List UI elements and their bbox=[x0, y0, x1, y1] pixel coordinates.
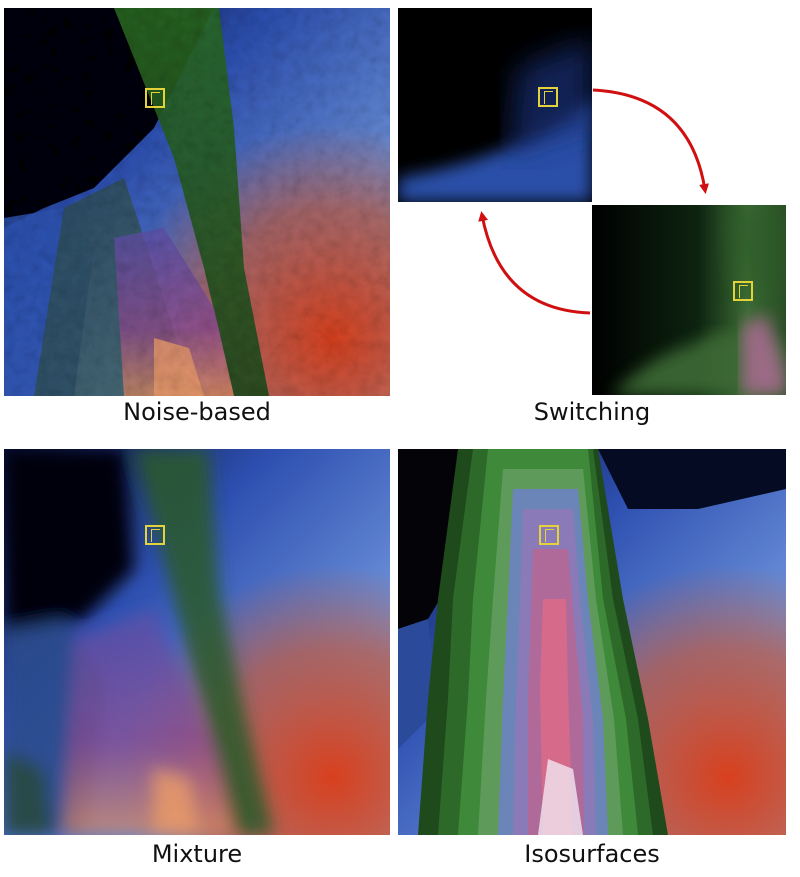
probe-marker-icon bbox=[145, 88, 165, 108]
switching-panel-top bbox=[398, 8, 592, 202]
isosurfaces-render bbox=[398, 449, 786, 835]
mixture-panel bbox=[4, 449, 390, 835]
isosurfaces-panel bbox=[398, 449, 786, 835]
arrow-to-top-icon bbox=[478, 211, 591, 315]
probe-marker-icon bbox=[538, 87, 558, 107]
switching-render-top bbox=[398, 8, 592, 202]
caption-mixture: Mixture bbox=[151, 840, 243, 868]
caption-noise-based: Noise-based bbox=[123, 398, 271, 426]
probe-marker-icon bbox=[539, 525, 559, 545]
caption-isosurfaces: Isosurfaces bbox=[524, 840, 660, 868]
switching-panel-bottom bbox=[592, 205, 786, 395]
mixture-render bbox=[4, 449, 390, 835]
probe-marker-icon bbox=[733, 281, 753, 301]
probe-marker-icon bbox=[145, 525, 165, 545]
switching-render-bottom bbox=[592, 205, 786, 395]
caption-switching: Switching bbox=[533, 398, 651, 426]
arrow-to-bottom-icon bbox=[592, 88, 709, 194]
noise-based-render bbox=[4, 8, 390, 396]
noise-based-panel bbox=[4, 8, 390, 396]
